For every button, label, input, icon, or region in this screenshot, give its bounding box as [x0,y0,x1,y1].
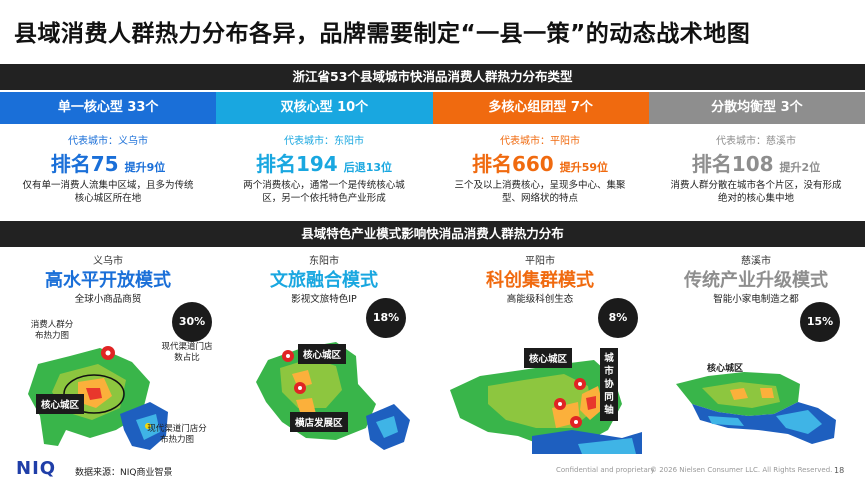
type-description: 仅有单一消费人流集中区域，且多为传统核心城区所在地 [22,180,194,204]
core-district-label: 核心城区 [524,348,573,368]
type-tab-single-core: 单一核心型 33个 [0,92,217,124]
page-title: 县域消费人群热力分布各异，品牌需要制定“一县一策”的动态战术地图 [14,21,751,47]
hengdian-district-label: 横店发展区 [290,412,348,432]
city-panel-cixi: 慈溪市 传统产业升级模式 智能小家电制造之都 15% 核心城区 [648,252,864,452]
rank-value: 排名108 [691,152,774,176]
type-tabs: 单一核心型 33个 双核心型 10个 多核心组团型 7个 分散均衡型 3个 [0,92,865,124]
note-store-heatmap: 现代渠道门店分布热力图 [147,424,207,445]
type-description: 消费人群分散在城市各个片区，没有形成绝对的核心集中地 [670,180,842,204]
industry-subtitle: 全球小商品商贸 [74,294,142,305]
rank-change: 提升2位 [779,161,821,174]
modern-channel-share: 30% [172,302,212,342]
modern-channel-share: 18% [366,298,406,338]
rank-value: 排名194 [255,152,338,176]
rank-change: 后退13位 [343,161,393,174]
core-district-label: 核心城区 [36,394,85,414]
type-card-dispersed: 代表城市：慈溪市 排名108 提升2位 消费人群分散在城市各个片区，没有形成绝对… [648,128,864,205]
note-consumer-heatmap: 消费人群分布热力图 [30,320,74,341]
confidential-notice: Confidential and proprietary [556,466,655,474]
city-name: 平阳市 [525,256,555,267]
note-modern-channel-share: 现代渠道门店数占比 [161,342,213,363]
type-card-dual-core: 代表城市：东阳市 排名194 后退13位 两个消费核心，通常一个是传统核心城区，… [216,128,432,205]
industry-subtitle: 智能小家电制造之都 [713,294,799,305]
section-header-types: 浙江省53个县域城市快消品消费人群热力分布类型 [0,64,865,90]
industry-mode: 文旅融合模式 [270,270,378,291]
type-description: 两个消费核心，通常一个是传统核心城区，另一个依托特色产业形成 [243,180,405,204]
type-card-single-core: 代表城市：义乌市 排名75 提升9位 仅有单一消费人流集中区域，且多为传统核心城… [0,128,216,205]
representative-city: 代表城市：义乌市 [68,136,148,147]
rank-value: 排名660 [471,152,554,176]
industry-subtitle: 影视文旅特色IP [291,294,357,305]
industry-mode: 传统产业升级模式 [684,270,828,291]
niq-logo: NIQ [16,458,57,479]
city-name: 慈溪市 [741,256,771,267]
industry-subtitle: 高能级科创生态 [506,294,574,305]
heat-map [450,360,642,454]
city-name: 东阳市 [309,256,339,267]
modern-channel-share: 15% [800,302,840,342]
copyright-notice: © 2026 Nielsen Consumer LLC. All Rights … [650,466,833,474]
heat-map [676,372,836,444]
type-description: 三个及以上消费核心，呈现多中心、集聚型、网络状的特点 [454,180,626,204]
type-tab-dual-core: 双核心型 10个 [216,92,433,124]
type-card-multi-core: 代表城市：平阳市 排名660 提升59位 三个及以上消费核心，呈现多中心、集聚型… [432,128,648,205]
representative-city: 代表城市：慈溪市 [716,136,796,147]
heat-map [256,342,410,450]
data-source: 数据来源：NIQ商业智景 [75,468,173,478]
page-number: 18 [834,466,845,475]
rank-change: 提升59位 [559,161,609,174]
industry-mode: 科创集群模式 [486,270,594,291]
city-panel-dongyang: 东阳市 文旅融合模式 影视文旅特色IP 18% 核心城区 横店发展区 [216,252,432,452]
section-header-industry: 县域特色产业模式影响快消品消费人群热力分布 [0,221,865,247]
type-tab-dispersed: 分散均衡型 3个 [648,92,865,124]
city-panel-yiwu: 义乌市 高水平开放模式 全球小商品商贸 30% 核心城区 消费人群分布热力图 现… [0,252,216,452]
city-panel-pingyang: 平阳市 科创集群模式 高能级科创生态 8% 核心城区 城市协同轴 [432,252,648,454]
industry-mode: 高水平开放模式 [45,270,171,291]
representative-city: 代表城市：东阳市 [284,136,364,147]
core-district-label: 核心城区 [706,364,743,374]
rank-change: 提升9位 [124,161,166,174]
representative-city: 代表城市：平阳市 [500,136,580,147]
core-district-label: 核心城区 [298,344,347,364]
city-name: 义乌市 [93,256,123,267]
type-tab-multi-core: 多核心组团型 7个 [432,92,649,124]
modern-channel-share: 8% [598,298,638,338]
city-axis-label: 城市协同轴 [600,348,618,421]
rank-value: 排名75 [50,152,119,176]
